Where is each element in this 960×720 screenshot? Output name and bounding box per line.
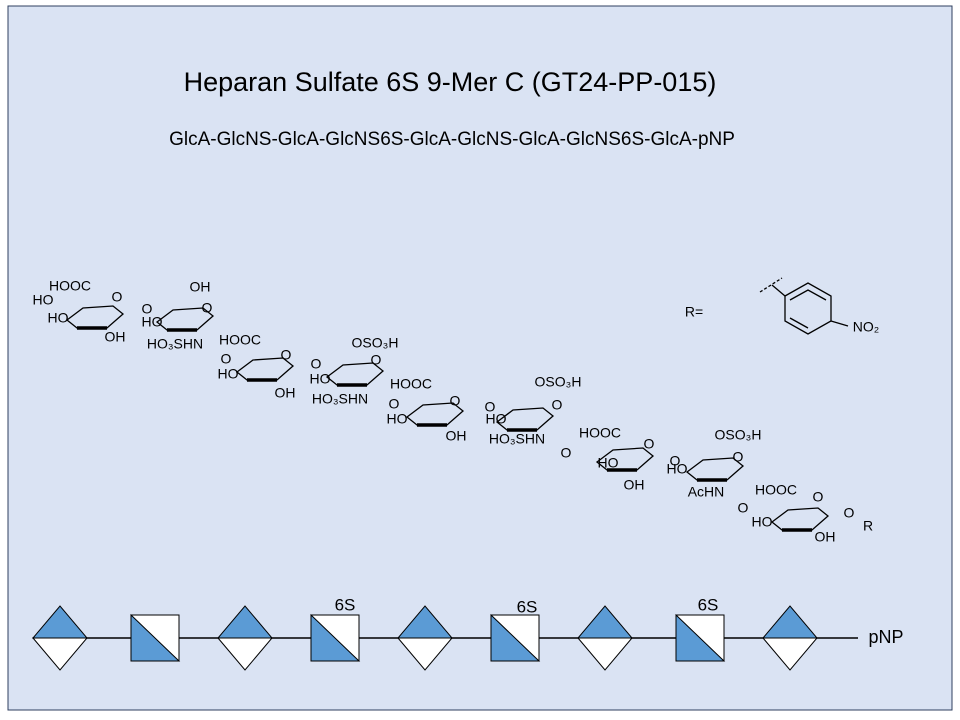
atom-label: O: [281, 347, 292, 363]
atom-label: OH: [446, 428, 467, 444]
glcns-fill: [490, 613, 541, 662]
modification: 6S: [517, 597, 538, 616]
atom-label: O: [813, 489, 824, 505]
atom-label: O: [221, 351, 232, 367]
glca-bottom: [576, 637, 634, 671]
background: [7, 5, 953, 711]
atom-label: HO: [667, 461, 688, 477]
atom-label: HO: [142, 314, 163, 330]
modification: 6S: [335, 595, 356, 614]
atom-label: HOOC: [579, 425, 621, 441]
r-label: R=: [685, 304, 703, 320]
glcns-fill: [130, 613, 181, 662]
atom-label: O: [450, 393, 461, 409]
atom-label: HOOC: [49, 278, 91, 294]
glca-bottom: [396, 637, 454, 671]
atom-label: HO: [310, 371, 331, 387]
atom-label: HO: [218, 366, 239, 382]
atom-label: OSO₃H: [535, 374, 582, 390]
substituent: NO₂: [853, 319, 879, 335]
atom-label: O: [112, 289, 123, 305]
atom-label: OH: [815, 529, 836, 545]
modification: 6S: [698, 595, 719, 614]
glcns-fill: [675, 613, 726, 662]
atom-label: HO₃SHN: [147, 336, 203, 352]
atom-label: O: [844, 505, 855, 521]
glca-bottom: [761, 637, 819, 671]
atom-label: HO: [598, 455, 619, 471]
atom-label: O: [644, 436, 655, 452]
glca-bottom: [31, 637, 89, 671]
atom-label: HO: [48, 310, 69, 326]
atom-label: O: [738, 500, 749, 516]
atom-label: O: [371, 352, 382, 368]
atom-label: AcHN: [688, 484, 725, 500]
atom-label: O: [389, 396, 400, 412]
atom-label: HO₃SHN: [489, 431, 545, 447]
atom-label: OH: [624, 477, 645, 493]
glca-bottom: [216, 637, 274, 671]
atom-label: R: [863, 518, 873, 534]
atom-label: HO: [387, 411, 408, 427]
atom-label: O: [202, 300, 213, 316]
atom-label: O: [670, 453, 681, 469]
glcns-fill: [310, 613, 361, 662]
atom-label: OH: [105, 329, 126, 345]
title: Heparan Sulfate 6S 9-Mer C (GT24-PP-015): [184, 67, 717, 97]
atom-label: HO: [33, 292, 54, 308]
nitrophenyl: [759, 277, 849, 335]
atom-label: HOOC: [219, 332, 261, 348]
atom-label: OH: [275, 385, 296, 401]
atom-label: O: [485, 399, 496, 415]
atom-label: O: [561, 445, 572, 461]
symbol-chain: [31, 605, 819, 671]
atom-label: HOOC: [390, 376, 432, 392]
atom-label: O: [142, 301, 153, 317]
atom-label: O: [311, 356, 322, 372]
atom-label: HO₃SHN: [312, 391, 368, 407]
sequence: GlcA-GlcNS-GlcA-GlcNS6S-GlcA-GlcNS-GlcA-…: [169, 129, 735, 150]
atom-label: O: [552, 397, 563, 413]
structure: [65, 305, 830, 532]
atom-label: OSO₃H: [715, 427, 762, 443]
atom-label: O: [733, 449, 744, 465]
atom-label: HO: [486, 411, 507, 427]
atom-label: HOOC: [755, 482, 797, 498]
atom-label: OSO₃H: [352, 335, 399, 351]
atom-label: HO: [752, 514, 773, 530]
atom-label: OH: [190, 279, 211, 295]
end-group: pNP: [868, 627, 903, 647]
